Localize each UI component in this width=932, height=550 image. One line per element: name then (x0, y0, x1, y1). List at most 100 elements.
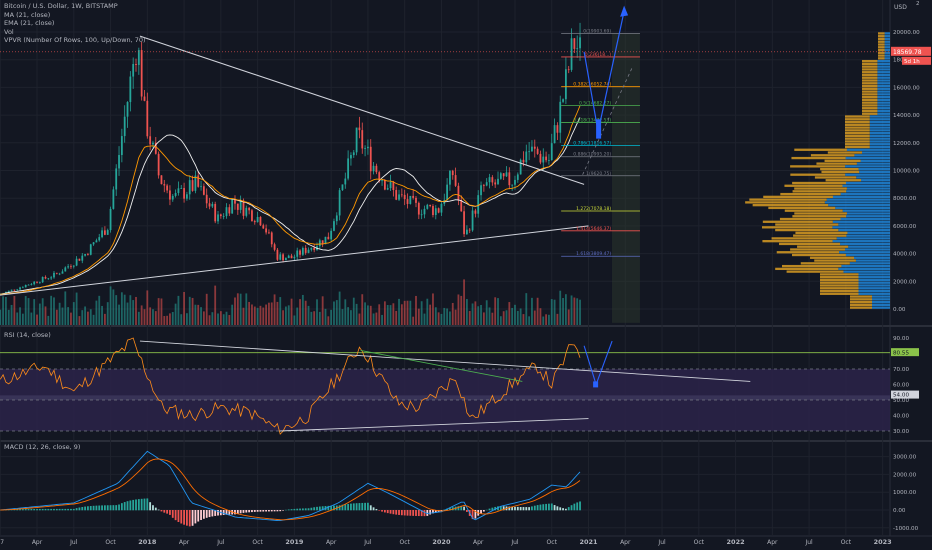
macd-histogram-bar (72, 508, 75, 511)
macd-histogram-bar (112, 505, 115, 511)
price-axis-label: 4000.00 (893, 252, 917, 258)
macd-histogram-bar (299, 508, 301, 511)
volume-bar (72, 302, 75, 325)
rsi-legend[interactable]: RSI (14, close) (4, 331, 51, 339)
volume-bar (149, 307, 152, 325)
volume-bar (451, 302, 454, 325)
vpvr-down-bar (775, 228, 839, 232)
vpvr-up-bar (869, 118, 890, 121)
candle-body (95, 240, 98, 243)
macd-histogram-bar (330, 505, 333, 511)
vpvr-down-bar (862, 82, 878, 85)
candle-body (251, 210, 253, 222)
vpvr-up-bar (826, 198, 890, 201)
candle-body (564, 69, 567, 100)
vpvr-up-bar (872, 303, 890, 307)
vpvr-legend[interactable]: VPVR (Number Of Rows, 100, Up/Down, 70) (4, 36, 146, 44)
vpvr-down-bar (845, 126, 870, 129)
macd-histogram-bar (545, 503, 547, 511)
volume-bar (531, 297, 533, 325)
vpvr-down-bar (820, 276, 859, 279)
candle-body (539, 153, 542, 163)
volume-bar (262, 307, 265, 325)
vpvr-up-bar (877, 68, 890, 71)
candle-body (454, 175, 457, 186)
volume-bar (64, 291, 67, 325)
macd-histogram-bar (556, 506, 559, 511)
macd-histogram-bar (253, 510, 256, 512)
macd-histogram-bar (499, 505, 502, 511)
candle-body (330, 230, 333, 240)
rsi-axis-label: 50.00 (893, 398, 909, 404)
candle-body (171, 195, 174, 200)
vpvr-down-bar (820, 292, 859, 295)
macd-histogram-bar (222, 510, 225, 515)
macd-histogram-bar (186, 510, 188, 526)
vpvr-down-bar (793, 234, 847, 237)
volume-bar (559, 290, 562, 325)
candle-body (556, 125, 559, 133)
vol-legend[interactable]: Vol (4, 27, 14, 36)
macd-histogram-bar (310, 507, 313, 511)
macd-legend[interactable]: MACD (12, 26, close, 9) (4, 443, 81, 451)
candle-body (299, 250, 301, 255)
macd-histogram-bar (392, 510, 395, 515)
candle-body (157, 153, 160, 176)
volume-bar (10, 304, 13, 325)
vpvr-up-bar (877, 84, 890, 88)
vpvr-down-bar (862, 65, 878, 68)
volume-bar (480, 304, 482, 325)
macd-histogram-bar (344, 504, 347, 511)
candle-body (265, 228, 268, 233)
volume-bar (101, 305, 103, 325)
macd-histogram-bar (562, 508, 564, 511)
vpvr-down-bar (771, 237, 837, 240)
candle-body (502, 173, 505, 177)
volume-bar (423, 313, 426, 325)
volume-bar (33, 299, 36, 325)
time-axis-label: Apr (620, 539, 631, 546)
volume-bar (533, 310, 536, 325)
volume-bar (256, 307, 259, 325)
macd-histogram-bar (420, 510, 423, 517)
ema-legend[interactable]: EMA (21, close) (4, 19, 55, 27)
vpvr-down-bar (820, 287, 859, 290)
macd-axis-label: 3000.00 (893, 455, 917, 461)
candle-body (10, 289, 13, 291)
macd-histogram-bar (403, 510, 406, 516)
volume-bar (335, 300, 338, 325)
macd-histogram-bar (262, 510, 265, 512)
volume-bar (157, 298, 160, 325)
macd-histogram-bar (522, 507, 525, 511)
volume-bar (511, 307, 514, 325)
vpvr-down-bar (845, 131, 870, 135)
vpvr-up-bar (884, 37, 890, 41)
candle-body (395, 190, 398, 200)
macd-histogram-bar (386, 510, 389, 514)
macd-histogram-bar (208, 510, 211, 518)
volume-bar (494, 297, 497, 325)
vpvr-up-bar (877, 107, 890, 110)
volume-bar (143, 309, 146, 325)
macd-histogram-bar (383, 510, 386, 513)
volume-bar (194, 304, 197, 325)
candle-body (358, 127, 361, 131)
vpvr-down-bar (790, 165, 846, 168)
ma-legend[interactable]: MA (21, close) (4, 10, 51, 19)
candle-body (468, 229, 471, 231)
rsi-value-label: 54.00 (893, 393, 909, 399)
vpvr-down-bar (850, 295, 872, 298)
vpvr-up-bar (858, 273, 890, 276)
vpvr-down-bar (762, 226, 833, 229)
vpvr-down-bar (790, 173, 846, 176)
rsi-axis-label: 40.00 (893, 414, 909, 420)
candle-body (531, 146, 533, 152)
vpvr-up-bar (841, 264, 890, 268)
vpvr-up-bar (884, 32, 890, 35)
vpvr-up-bar (835, 206, 890, 210)
volume-bar (352, 297, 355, 325)
volume-bar (279, 297, 282, 325)
candle-body (321, 240, 324, 245)
vpvr-down-bar (791, 156, 846, 160)
